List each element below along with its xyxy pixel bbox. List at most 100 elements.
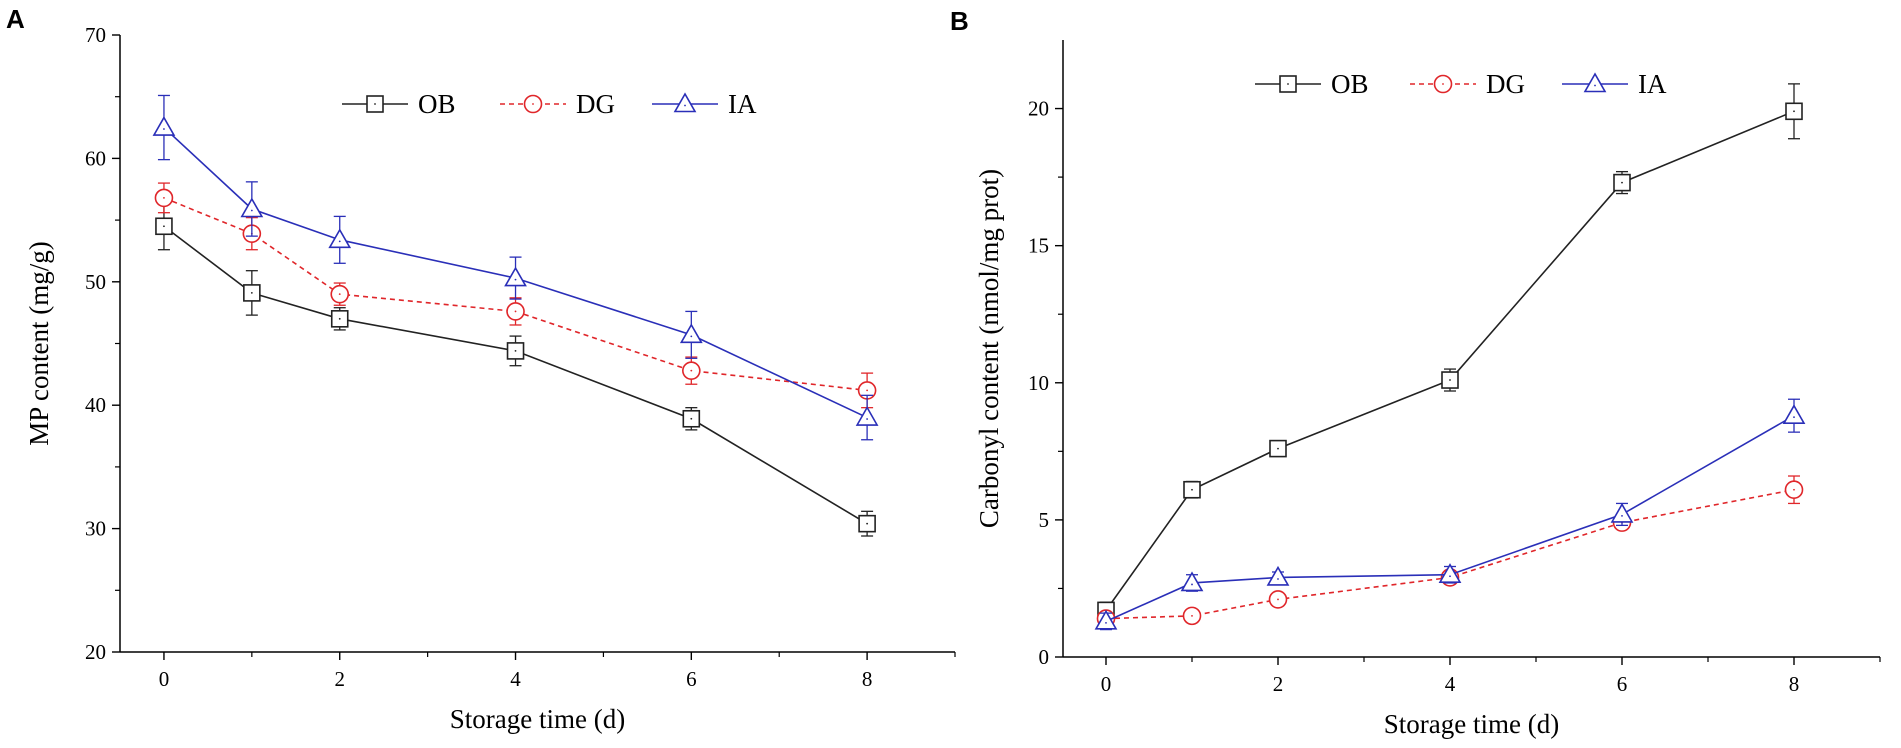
data-point-triangle: [1610, 502, 1634, 523]
data-point-triangle: [1266, 565, 1290, 586]
data-point-triangle: [1438, 563, 1462, 584]
chart-panel-a: A 20 30 40 50 60 70 0 2 4 6 8 Storage time (d) MP con…: [6, 4, 956, 734]
data-point-square-dot: [690, 417, 693, 420]
legend-marker-dot: [1594, 84, 1596, 87]
legend-marker: [1583, 72, 1607, 93]
series-line: [1105, 414, 1795, 623]
legend-label: DG: [1486, 69, 1525, 99]
y-tick-label: 5: [1039, 508, 1050, 532]
data-point-square-dot: [1793, 110, 1795, 113]
data-point-square-dot: [866, 522, 869, 525]
data-point-square-dot: [1621, 181, 1623, 184]
legend-label: IA: [1638, 69, 1667, 99]
series-ia: [1094, 398, 1806, 631]
x-tick-label: 2: [1273, 672, 1284, 696]
data-point-triangle: [1180, 571, 1204, 592]
data-point-triangle-dot: [1793, 416, 1795, 419]
data-point-triangle-dot: [1191, 583, 1193, 586]
y-tick-label: 10: [1028, 371, 1049, 395]
legend-marker-dot: [374, 103, 376, 105]
data-point-circle-dot: [514, 310, 517, 313]
y-tick-label: 40: [85, 393, 106, 417]
data-point-triangle: [1782, 404, 1806, 424]
data-point-triangle-dot: [338, 240, 341, 243]
series-dg: [1096, 475, 1804, 628]
data-point-triangle-dot: [1621, 515, 1623, 517]
data-point-triangle: [679, 323, 703, 344]
data-point-square-dot: [1277, 447, 1279, 450]
legend-label: DG: [576, 89, 615, 119]
data-point-triangle: [855, 405, 879, 426]
series-ob: [1097, 83, 1803, 620]
data-point-triangle-dot: [1105, 621, 1107, 624]
data-point-triangle: [152, 115, 176, 136]
data-point-circle-dot: [1793, 488, 1795, 491]
legend-item-dg: DG: [1410, 69, 1525, 99]
panel-label: B: [950, 6, 969, 36]
legend-marker-dot: [1442, 83, 1444, 85]
x-axis-title: Storage time (d): [1384, 709, 1559, 739]
series-line: [163, 126, 868, 419]
data-point-triangle: [240, 197, 264, 218]
data-point-square-dot: [163, 225, 165, 228]
x-tick-label: 6: [1617, 672, 1628, 696]
panel-label: A: [6, 4, 25, 34]
data-point-triangle-dot: [514, 278, 517, 281]
x-tick-label: 0: [159, 667, 170, 691]
legend-marker-dot: [1287, 83, 1289, 85]
data-point-circle-dot: [690, 369, 693, 372]
data-point-triangle-dot: [250, 209, 253, 212]
y-tick-label: 50: [85, 270, 106, 294]
data-point-circle-dot: [338, 293, 341, 296]
series-line: [1105, 488, 1795, 620]
series-ob: [155, 202, 876, 537]
chart-panel-b: B 0 5 10 15 20 0 2 4 6 8 Storage time (d) Carbonyl c…: [950, 6, 1881, 739]
data-point-triangle-dot: [1449, 575, 1451, 578]
data-point-triangle: [328, 228, 352, 249]
x-tick-label: 2: [334, 667, 345, 691]
data-point-square-dot: [1449, 379, 1451, 381]
x-tick-label: 8: [862, 667, 873, 691]
data-point-triangle: [1094, 609, 1118, 630]
data-point-square-dot: [338, 317, 341, 320]
legend-item-ob: OB: [342, 89, 456, 119]
data-point-circle-dot: [163, 196, 165, 199]
legend-marker-dot: [684, 104, 686, 107]
data-point-triangle: [504, 266, 527, 287]
y-tick-label: 20: [1028, 97, 1049, 121]
series-line: [163, 225, 868, 525]
y-tick-label: 70: [85, 23, 106, 47]
data-point-triangle-dot: [690, 335, 693, 338]
series-line: [163, 197, 868, 392]
legend-marker-dot: [532, 103, 534, 105]
x-tick-label: 0: [1101, 672, 1112, 696]
y-tick-label: 60: [85, 146, 106, 170]
data-point-circle-dot: [1277, 598, 1279, 601]
y-tick-label: 30: [85, 517, 106, 541]
legend-item-dg: DG: [500, 89, 615, 119]
x-axis-title: Storage time (d): [450, 704, 625, 734]
legend-marker: [673, 92, 697, 113]
y-tick-label: 20: [85, 640, 106, 664]
legend-label: OB: [1331, 69, 1369, 99]
data-point-square-dot: [1191, 488, 1193, 491]
x-tick-label: 6: [686, 667, 697, 691]
legend-item-ia: IA: [652, 89, 757, 119]
y-axis-title: MP content (mg/g): [24, 241, 54, 445]
x-tick-label: 8: [1789, 672, 1800, 696]
data-point-circle-dot: [1191, 614, 1193, 617]
y-axis-title: Carbonyl content (nmol/mg prot): [974, 169, 1004, 528]
data-point-circle-dot: [866, 389, 869, 392]
data-point-triangle-dot: [1277, 578, 1279, 580]
y-tick-label: 15: [1028, 234, 1049, 258]
x-tick-label: 4: [510, 667, 521, 691]
data-point-square-dot: [514, 350, 517, 352]
legend-label: OB: [418, 89, 456, 119]
y-tick-label: 0: [1039, 645, 1050, 669]
data-point-square-dot: [250, 292, 253, 294]
data-point-triangle-dot: [163, 128, 165, 130]
series-ia: [152, 94, 879, 441]
series-line: [1105, 110, 1795, 611]
